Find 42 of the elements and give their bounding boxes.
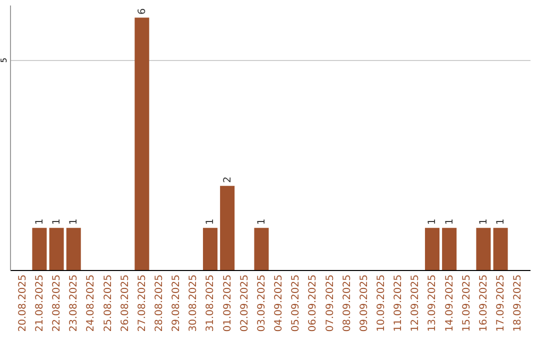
data-label: 1 <box>478 218 490 225</box>
x-tick-label: 08.09.2025 <box>342 274 353 332</box>
x-tick-label: 09.09.2025 <box>358 274 370 332</box>
x-tick-label: 27.08.2025 <box>136 274 148 332</box>
x-tick-label: 31.08.2025 <box>205 274 216 332</box>
x-tick-label: 05.09.2025 <box>290 274 302 332</box>
data-label: 1 <box>496 218 507 225</box>
x-tick-label: 26.08.2025 <box>120 274 131 332</box>
x-tick-label: 04.09.2025 <box>274 274 285 332</box>
x-tick-label: 21.08.2025 <box>34 274 46 332</box>
data-label: 1 <box>427 218 438 225</box>
data-label: 6 <box>136 8 148 15</box>
x-tick-label: 11.09.2025 <box>393 274 404 332</box>
x-tick-label: 23.08.2025 <box>68 274 80 332</box>
data-label: 1 <box>205 218 216 225</box>
x-tick-label: 16.09.2025 <box>478 274 490 332</box>
x-tick-label: 14.09.2025 <box>444 274 456 332</box>
x-tick-label: 20.08.2025 <box>17 274 28 332</box>
x-tick-label: 15.09.2025 <box>461 274 472 332</box>
data-label: 1 <box>68 218 80 225</box>
data-label: 1 <box>444 218 456 225</box>
x-tick-label: 12.09.2025 <box>410 274 422 332</box>
x-tick-label: 13.09.2025 <box>427 274 438 332</box>
x-tick-label: 29.08.2025 <box>171 274 182 332</box>
x-tick-label: 28.08.2025 <box>154 274 165 332</box>
data-label: 1 <box>34 218 46 225</box>
x-tick-label: 01.09.2025 <box>222 274 234 332</box>
x-tick-label: 17.09.2025 <box>496 274 507 332</box>
x-tick-label: 06.09.2025 <box>308 274 319 332</box>
data-label: 2 <box>222 176 234 183</box>
x-tick-label: 18.09.2025 <box>512 274 524 332</box>
x-tick-label: 22.08.2025 <box>52 274 63 332</box>
x-tick-label: 03.09.2025 <box>256 274 268 332</box>
y-tick-label: 5 <box>0 58 8 63</box>
x-tick-label: 24.08.2025 <box>86 274 97 332</box>
x-tick-label: 02.09.2025 <box>239 274 250 332</box>
data-label: 1 <box>52 218 63 225</box>
x-tick-label: 25.08.2025 <box>102 274 114 332</box>
x-tick-label: 10.09.2025 <box>376 274 387 332</box>
x-tick-label: 30.08.2025 <box>188 274 200 332</box>
x-tick-label: 07.09.2025 <box>324 274 336 332</box>
data-label: 1 <box>256 218 268 225</box>
